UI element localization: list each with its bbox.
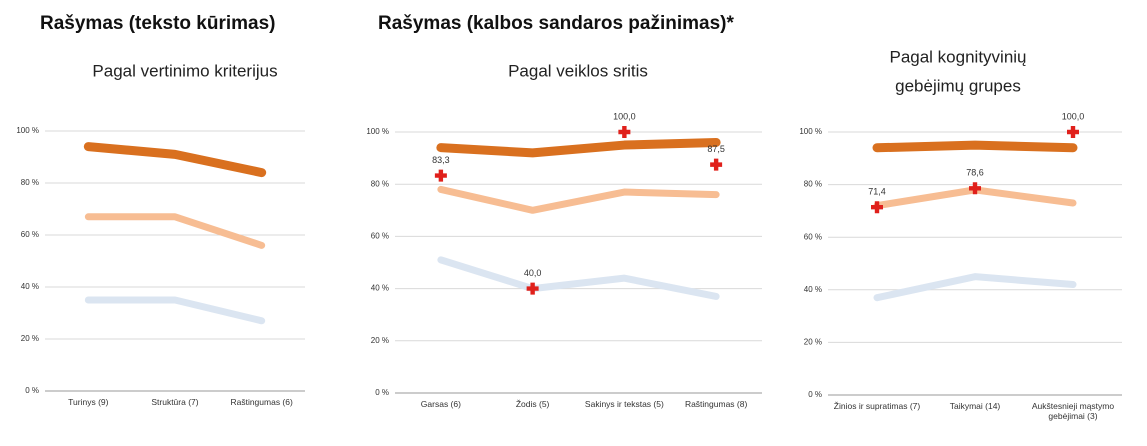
x-tick-text: Raštingumas (8) xyxy=(684,399,748,409)
chart-subtitle: Pagal vertinimo kriterijus xyxy=(92,61,277,80)
cross-marker xyxy=(618,126,631,138)
y-tick-label: 100 % xyxy=(799,127,822,136)
data-label: 100,0 xyxy=(613,111,636,121)
x-tick-text: Aukštesnieji mąstymo gebėjimai (3) xyxy=(1031,401,1115,422)
series-line xyxy=(437,185,720,214)
x-tick-text: Taikymai (14) xyxy=(949,401,1001,411)
series-line xyxy=(872,140,1078,153)
y-tick-label: 60 % xyxy=(804,232,822,241)
series-line xyxy=(436,137,721,158)
series-line xyxy=(437,256,720,300)
chart-subtitle: gebėjimų grupes xyxy=(895,76,1021,95)
data-label: 83,3 xyxy=(432,155,450,165)
y-tick-label: 80 % xyxy=(804,180,822,189)
y-tick-label: 60 % xyxy=(371,232,389,241)
y-tick-label: 20 % xyxy=(804,338,822,347)
chart-subtitle: Pagal veiklos sritis xyxy=(508,61,648,80)
data-label: 78,6 xyxy=(966,168,984,178)
y-tick-label: 0 % xyxy=(808,390,822,399)
cross-marker xyxy=(526,282,539,295)
x-tick-label: Raštingumas (6) xyxy=(230,397,293,407)
x-tick-text: Turinys (9) xyxy=(68,397,109,407)
x-tick-label: Žodis (5) xyxy=(515,399,550,409)
y-tick-label: 80 % xyxy=(371,179,389,188)
x-tick-label: Struktūra (7) xyxy=(151,397,199,407)
y-tick-label: 100 % xyxy=(16,126,39,135)
y-tick-label: 60 % xyxy=(21,230,39,239)
cross-marker xyxy=(710,158,723,171)
x-tick-text: Sakinys ir tekstas (5) xyxy=(584,399,664,409)
header: Rašymas (teksto kūrimas) xyxy=(40,13,276,34)
y-tick-label: 100 % xyxy=(366,127,389,136)
y-tick-label: 80 % xyxy=(21,178,39,187)
x-tick-text: Žodis (5) xyxy=(515,399,550,409)
x-tick-label: Žinios ir supratimas (7) xyxy=(833,401,921,411)
x-tick-text: Žinios ir supratimas (7) xyxy=(833,401,921,411)
cross-marker xyxy=(969,182,981,195)
cross-marker xyxy=(871,201,883,214)
y-tick-label: 40 % xyxy=(804,285,822,294)
y-tick-label: 40 % xyxy=(21,282,39,291)
y-tick-label: 0 % xyxy=(375,388,389,397)
data-label: 87,5 xyxy=(707,144,725,154)
series-line xyxy=(83,142,267,178)
series-line xyxy=(84,213,266,249)
x-tick-label: Taikymai (14) xyxy=(949,401,1001,411)
x-tick-text: Garsas (6) xyxy=(420,399,461,409)
x-tick-label: Raštingumas (8) xyxy=(684,399,748,409)
series-line xyxy=(873,273,1077,302)
x-tick-text: Struktūra (7) xyxy=(151,397,199,407)
x-tick-label: Aukštesnieji mąstymo gebėjimai (3) xyxy=(1031,401,1115,422)
x-tick-label: Garsas (6) xyxy=(420,399,461,409)
x-tick-label: Sakinys ir tekstas (5) xyxy=(584,399,664,409)
data-label: 71,4 xyxy=(868,187,886,197)
cross-marker xyxy=(1067,126,1079,138)
x-tick-label: Turinys (9) xyxy=(68,397,109,407)
cross-marker xyxy=(434,169,447,182)
y-tick-label: 0 % xyxy=(25,386,39,395)
data-label: 40,0 xyxy=(524,268,542,278)
header: Rašymas (kalbos sandaros pažinimas)* xyxy=(378,13,734,34)
series-line xyxy=(84,296,266,325)
data-label: 100,0 xyxy=(1062,111,1085,121)
x-tick-text: Raštingumas (6) xyxy=(230,397,293,407)
y-tick-label: 20 % xyxy=(371,336,389,345)
chart-subtitle: Pagal kognityvinių xyxy=(889,47,1026,66)
y-tick-label: 20 % xyxy=(21,334,39,343)
y-tick-label: 40 % xyxy=(371,284,389,293)
